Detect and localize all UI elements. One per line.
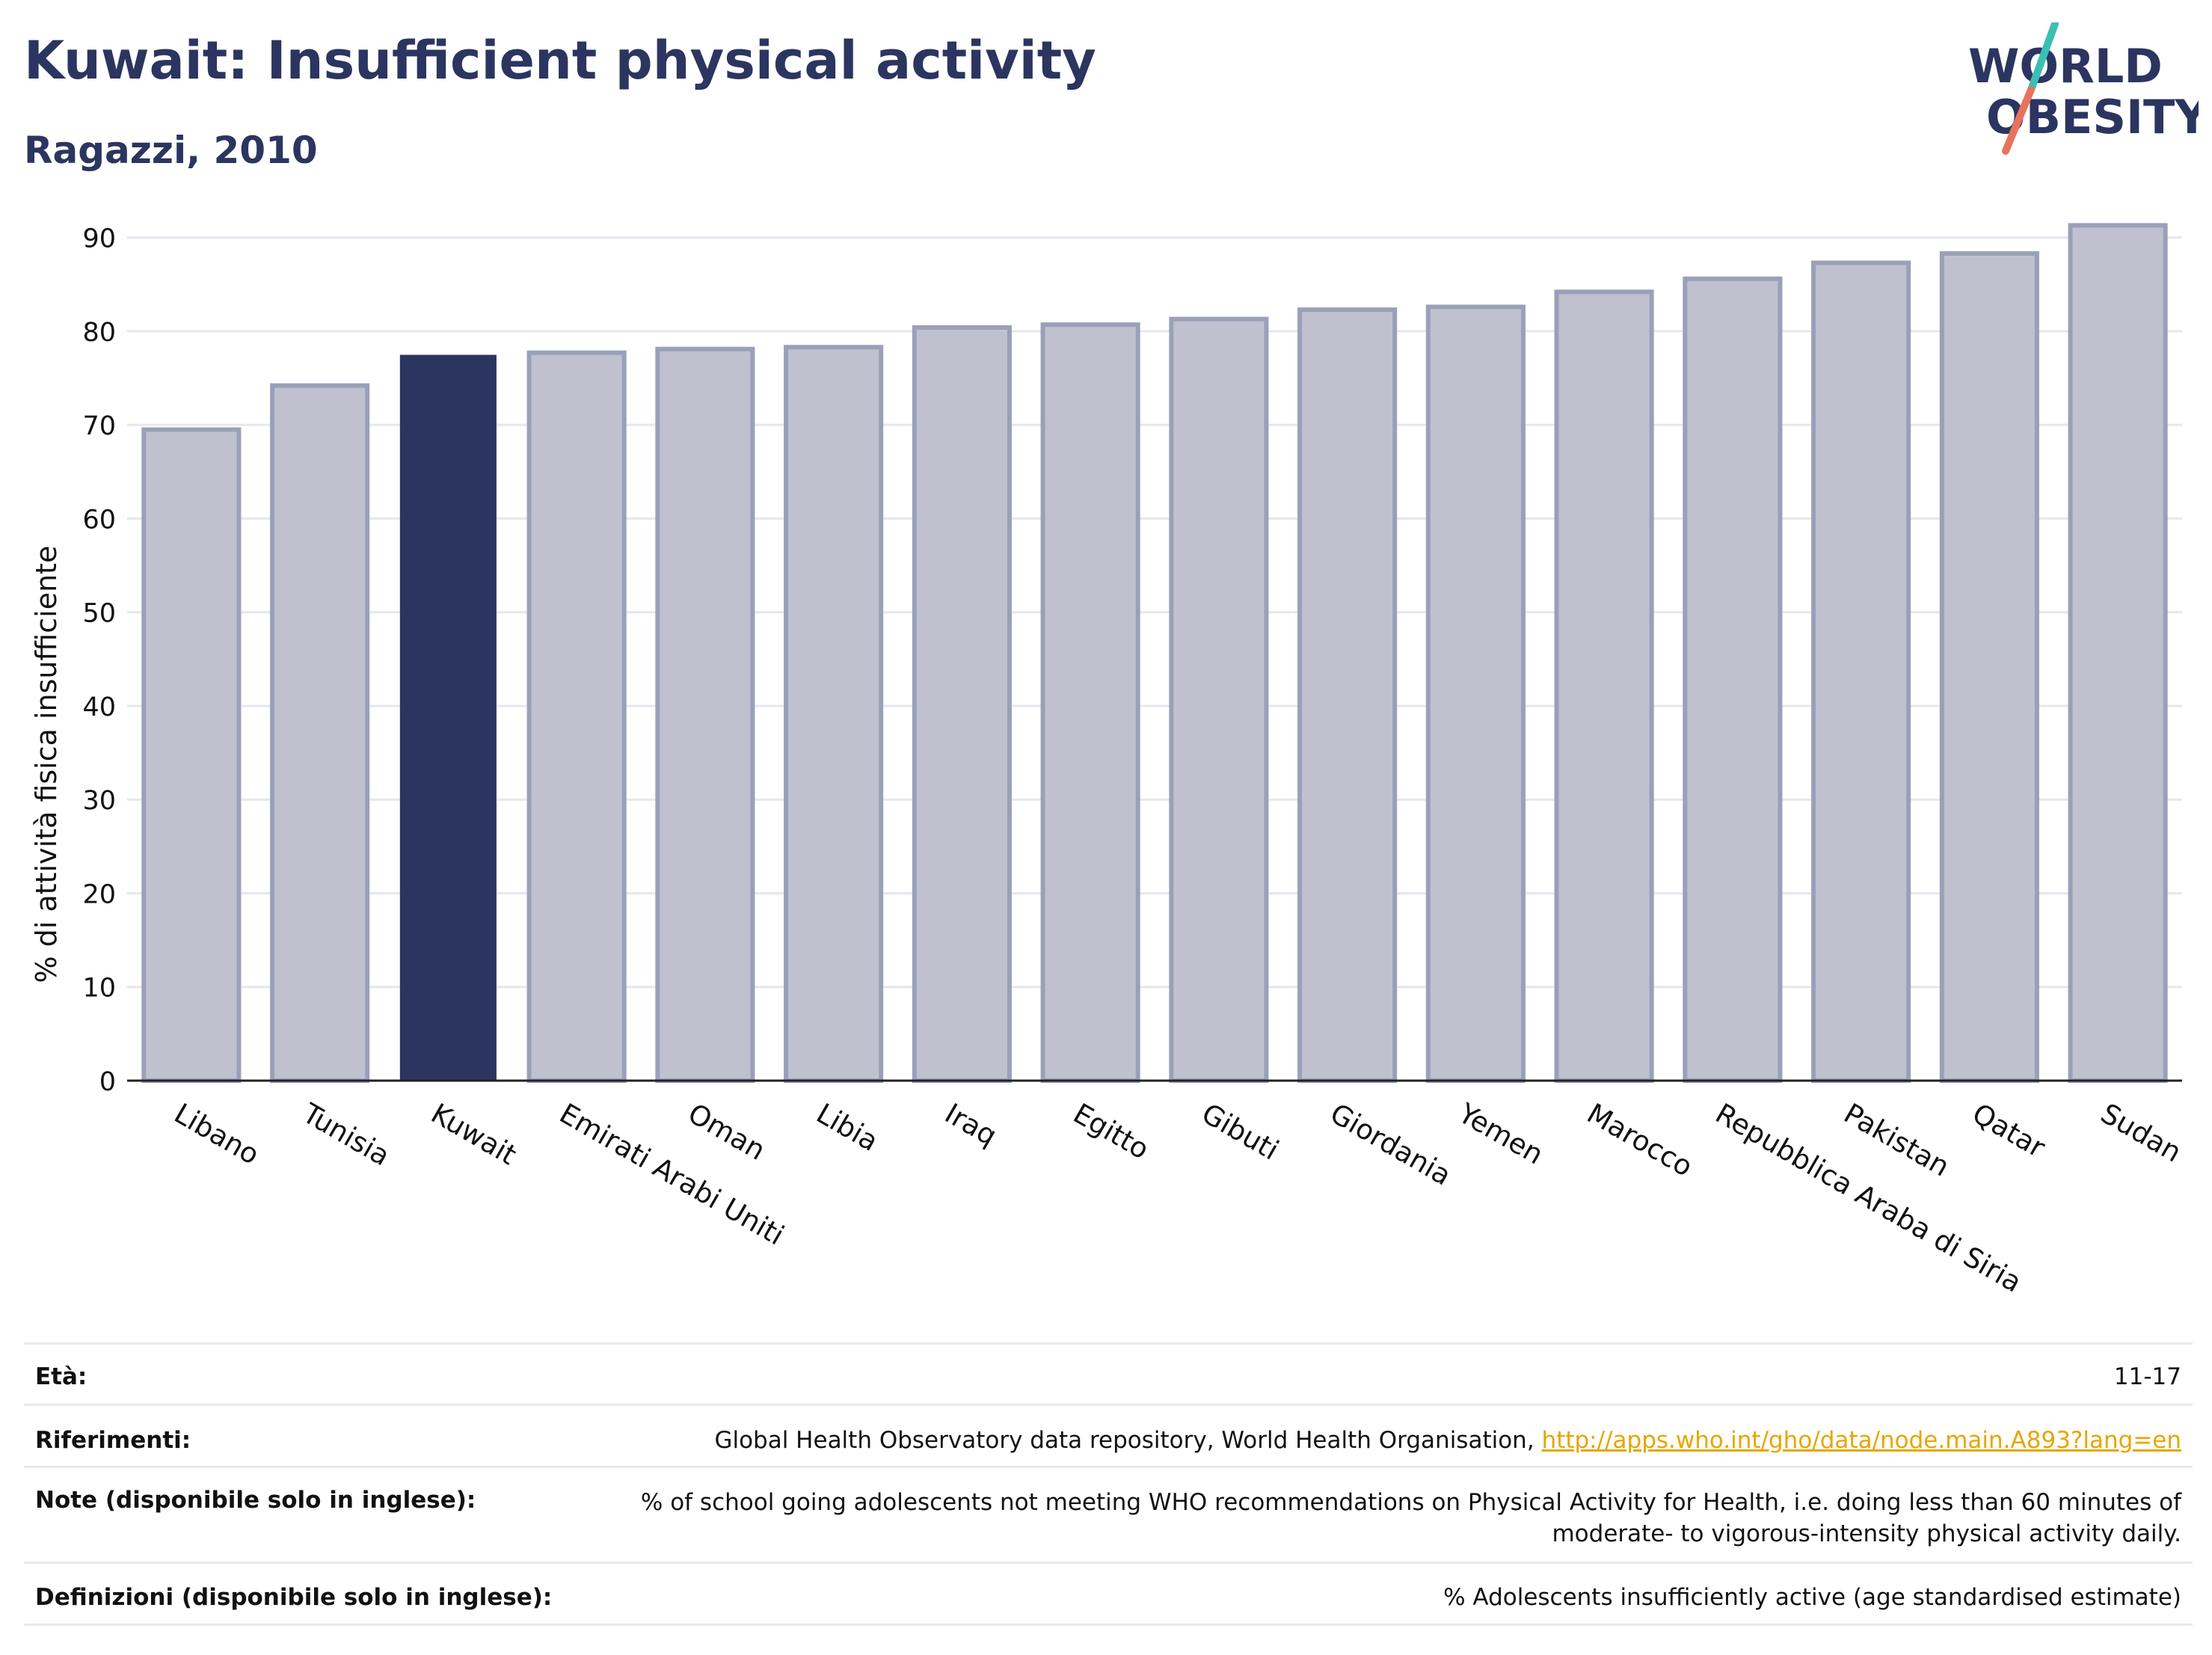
y-tick-label: 80 xyxy=(82,318,116,348)
y-tick-label: 30 xyxy=(82,786,116,816)
x-tick-label: Egitto xyxy=(1068,1097,1155,1166)
chart-title: Kuwait: Insufficient physical activity xyxy=(24,30,1096,91)
bar-qatar xyxy=(1939,251,2039,1084)
bar-libia xyxy=(784,345,884,1084)
logo-line1: WORLD xyxy=(1968,39,2163,93)
x-tick-label: Gibuti xyxy=(1196,1097,1284,1167)
logo-slash-coral xyxy=(2002,86,2035,155)
bars xyxy=(141,223,2168,1084)
bar-gibuti xyxy=(1169,316,1269,1083)
x-tick-label: Pakistan xyxy=(1839,1097,1956,1183)
x-tick-label: Yemen xyxy=(1452,1097,1549,1171)
references-value: Global Health Observatory data repositor… xyxy=(714,1427,2181,1454)
age-value: 11-17 xyxy=(2113,1363,2181,1390)
bar-yemen xyxy=(1425,304,1526,1084)
y-axis-label: % di attività fisica insufficiente xyxy=(30,546,63,983)
bar-oman xyxy=(655,346,755,1083)
bar-repubblica-araba-di-siria xyxy=(1683,276,1783,1084)
x-tick-label: Libano xyxy=(169,1097,265,1171)
x-tick-label: Marocco xyxy=(1582,1097,1698,1183)
x-tick-label: Iraq xyxy=(939,1097,1002,1152)
x-tick-label: Qatar xyxy=(1967,1097,2050,1164)
y-tick-label: 90 xyxy=(82,224,116,254)
notes-line1: % of school going adolescents not meetin… xyxy=(640,1489,2181,1516)
y-tick-label: 10 xyxy=(82,974,116,1004)
y-tick-label: 70 xyxy=(82,411,116,441)
bar-sudan xyxy=(2068,223,2168,1083)
references-label: Riferimenti: xyxy=(35,1427,191,1454)
bar-kuwait xyxy=(399,354,497,1082)
bar-libano xyxy=(141,427,242,1083)
y-tick-label: 20 xyxy=(82,879,116,909)
x-tick-label: Oman xyxy=(683,1097,771,1167)
bar-iraq xyxy=(912,325,1012,1083)
x-tick-label: Tunisia xyxy=(297,1097,396,1173)
bar-chart: 0 10 20 30 40 50 60 70 80 90 Libano Tunisia Kuwait Em… xyxy=(30,223,2187,1299)
notes-line2: moderate- to vigorous-intensity physical… xyxy=(1552,1520,2181,1547)
x-tick-label: Kuwait xyxy=(425,1097,522,1171)
logo-slash-teal xyxy=(2027,22,2059,93)
world-obesity-logo: WORLD OBESITY xyxy=(1968,22,2199,155)
y-tick-label: 60 xyxy=(82,505,116,535)
x-tick-label: Sudan xyxy=(2095,1097,2187,1169)
x-tick-label: Emirati Arabi Uniti xyxy=(554,1097,790,1251)
bar-pakistan xyxy=(1811,260,1911,1083)
references-text: Global Health Observatory data repositor… xyxy=(714,1427,1542,1454)
chart-subtitle: Ragazzi, 2010 xyxy=(24,129,318,172)
bar-marocco xyxy=(1554,289,1654,1084)
table-row: Età: 11-17 xyxy=(24,1342,2193,1404)
bar-tunisia xyxy=(270,383,370,1083)
definitions-label: Definizioni (disponibile solo in inglese… xyxy=(35,1584,553,1611)
definitions-value: % Adolescents insufficiently active (age… xyxy=(1443,1584,2181,1611)
y-tick-label: 40 xyxy=(82,693,116,722)
y-tick-label: 50 xyxy=(82,599,116,629)
age-label: Età: xyxy=(35,1363,87,1390)
bar-emirati-arabi-uniti xyxy=(526,350,627,1083)
y-tick-label: 0 xyxy=(99,1067,116,1097)
bar-giordania xyxy=(1297,307,1398,1083)
table-row: Riferimenti: Global Health Observatory d… xyxy=(24,1404,2193,1466)
table-row: Note (disponibile solo in inglese): % of… xyxy=(24,1466,2193,1562)
x-tick-label: Libia xyxy=(811,1097,884,1158)
x-tick-label: Giordania xyxy=(1325,1097,1457,1192)
notes-value: % of school going adolescents not meetin… xyxy=(641,1487,2181,1550)
references-link[interactable]: http://apps.who.int/gho/data/node.main.A… xyxy=(1541,1427,2181,1454)
bar-egitto xyxy=(1040,322,1140,1083)
table-row: Definizioni (disponibile solo in inglese… xyxy=(24,1562,2193,1626)
notes-label: Note (disponibile solo in inglese): xyxy=(35,1487,476,1514)
